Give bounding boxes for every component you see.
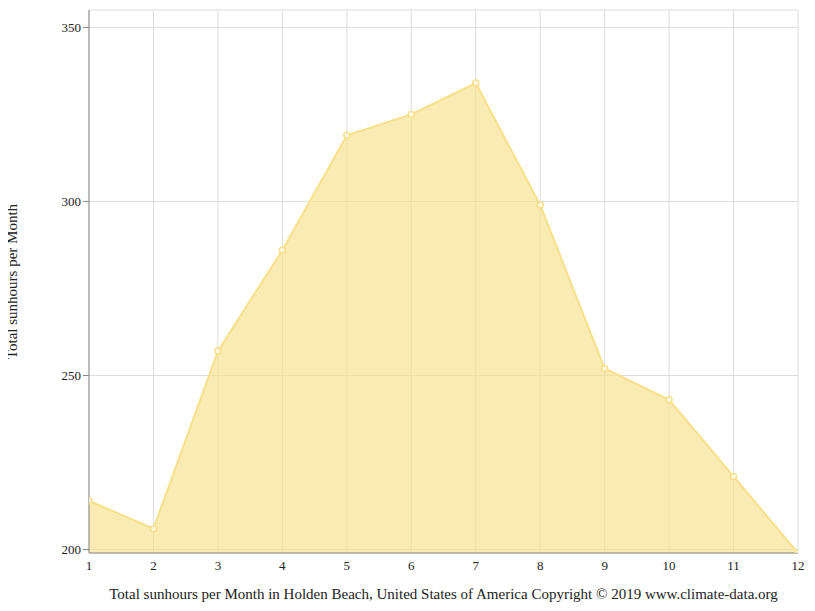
svg-text:300: 300 (62, 194, 82, 209)
svg-text:8: 8 (537, 558, 544, 573)
svg-text:350: 350 (62, 20, 82, 35)
svg-text:10: 10 (663, 558, 676, 573)
svg-text:250: 250 (62, 368, 82, 383)
svg-text:5: 5 (344, 558, 351, 573)
svg-text:6: 6 (408, 558, 415, 573)
svg-text:4: 4 (279, 558, 286, 573)
svg-text:1: 1 (86, 558, 93, 573)
svg-text:Total sunhours per Month: Total sunhours per Month (8, 203, 20, 359)
svg-text:200: 200 (62, 542, 82, 557)
svg-text:11: 11 (727, 558, 740, 573)
svg-text:Total sunhours per Month in Ho: Total sunhours per Month in Holden Beach… (109, 586, 778, 602)
svg-text:7: 7 (472, 558, 479, 573)
svg-text:2: 2 (150, 558, 157, 573)
svg-text:12: 12 (792, 558, 805, 573)
svg-text:3: 3 (215, 558, 222, 573)
svg-text:9: 9 (601, 558, 608, 573)
